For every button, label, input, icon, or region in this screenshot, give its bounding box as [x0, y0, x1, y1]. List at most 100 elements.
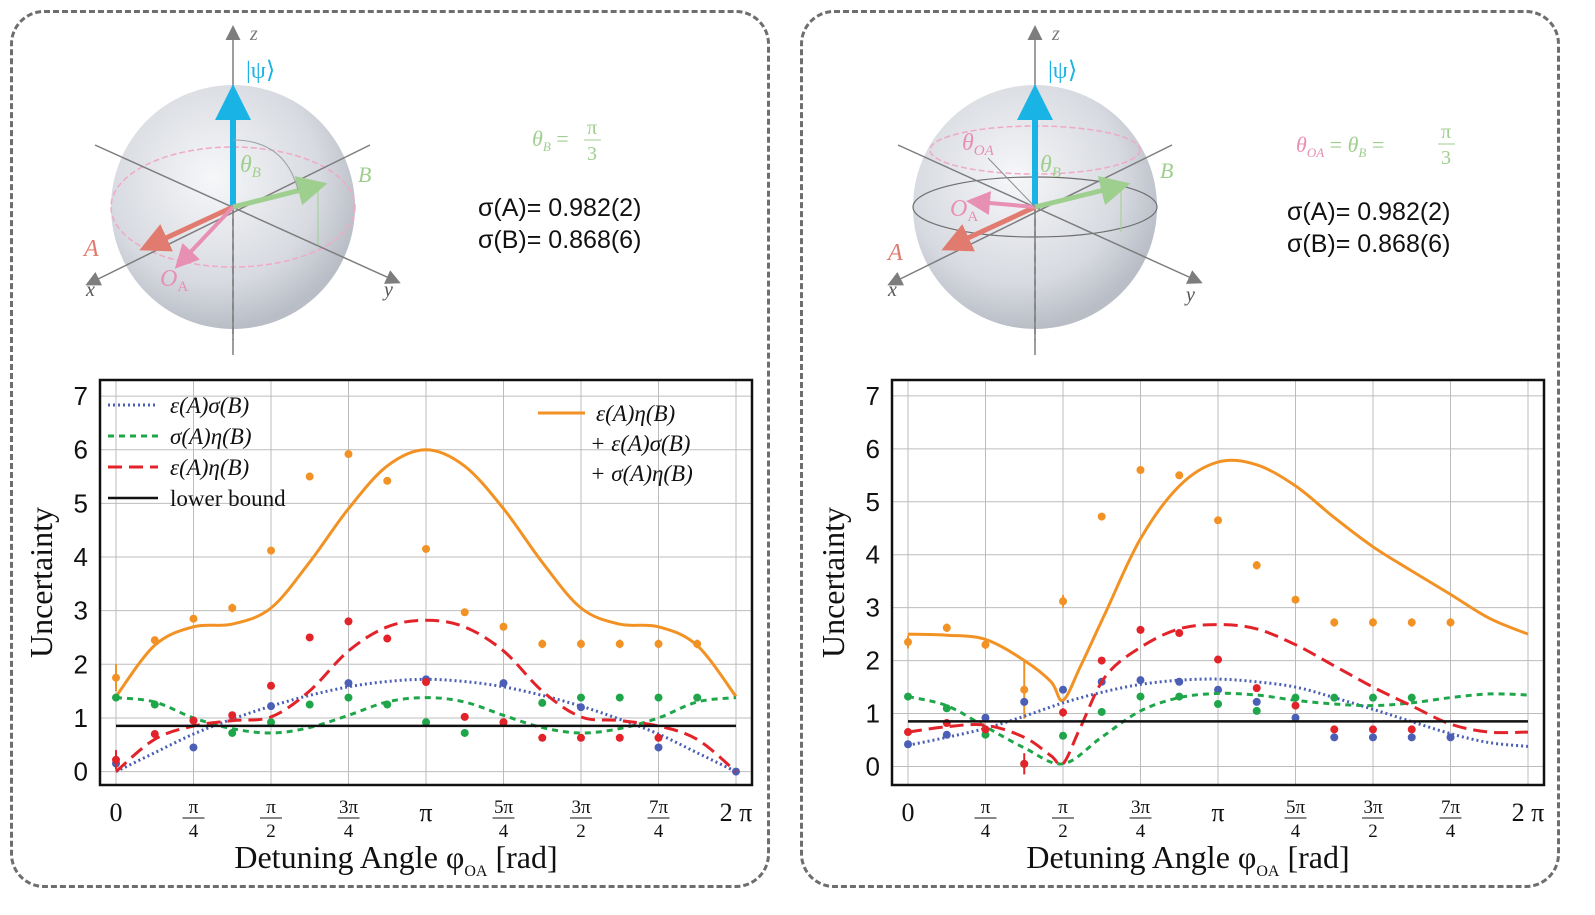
y-tick-label: 5 [74, 488, 88, 518]
theta-b-label: θB [240, 152, 261, 181]
y-axis [94, 144, 401, 284]
data-point-blue [1020, 697, 1029, 706]
data-point-blue [267, 702, 276, 711]
data-point-red [1214, 655, 1223, 664]
y-tick-label: 4 [74, 542, 88, 572]
data-point-blue [189, 743, 198, 752]
legend-label-lower-bound: lower bound [170, 486, 286, 511]
data-point-green [422, 718, 431, 727]
x-axis-label-sub: OA [464, 863, 488, 880]
left-caption-theta-sub: B [543, 139, 551, 154]
right-panel-frame [800, 10, 1560, 888]
b-vector [232, 176, 328, 210]
theta-b-symbol: θ [240, 152, 252, 178]
data-point-green [383, 700, 392, 709]
data-point-blue [981, 713, 990, 722]
data-point-orange [654, 639, 663, 648]
theta-oa-label: θOA [962, 130, 995, 159]
data-point-orange [1175, 471, 1184, 480]
right-sigma-a: σ(A)= 0.982(2) [1287, 198, 1450, 226]
data-point-orange [460, 608, 469, 617]
theta-b-arc [232, 139, 299, 191]
data-point-green [1368, 693, 1377, 702]
data-point-blue [344, 679, 353, 688]
b-vector [1034, 176, 1131, 210]
x-tick-den: 4 [1136, 821, 1146, 842]
data-point-red [1407, 725, 1416, 734]
data-point-blue [904, 740, 912, 749]
x-tick-num: 3π [339, 797, 359, 818]
data-point-orange [383, 476, 392, 485]
y-tick-label: 4 [866, 540, 880, 570]
data-point-blue [1059, 685, 1068, 694]
x-axis-label-main: Detuning Angle φ [234, 839, 464, 875]
x-tick-den: 2 [1368, 821, 1378, 842]
x-axis-label-sub: OA [1256, 863, 1280, 880]
legend-label-blue: ε(A)σ(B) [170, 393, 249, 418]
x-tick-den: 4 [654, 821, 664, 842]
legend-label-green: σ(A)η(B) [170, 424, 252, 449]
data-point-red [1175, 629, 1184, 638]
data-point-blue [1252, 697, 1261, 706]
oa-sub: A [177, 279, 188, 295]
x-tick-num: 7π [1441, 797, 1461, 818]
data-point-orange [267, 546, 276, 555]
data-point-orange [942, 623, 951, 632]
data-point-green [228, 728, 237, 737]
left-chart-legend: ε(A)σ(B) σ(A)η(B) ε(A)η(B) lower bound ε… [108, 393, 693, 511]
y-axis-label: Uncertainty [23, 507, 59, 658]
data-point-orange [422, 544, 431, 553]
legend-sum-line-1: ε(A)η(B) [596, 401, 675, 426]
legend-sum-line-2: + ε(A)σ(B) [590, 431, 690, 456]
data-point-green [1407, 693, 1416, 702]
data-point-orange [693, 639, 702, 648]
x-axis-label: Detuning Angle φOA [rad] [1026, 839, 1349, 880]
data-point-green [150, 700, 159, 709]
left-caption-eq: = [551, 126, 569, 151]
theta-b-sub: B [252, 165, 261, 181]
left-panel-frame [10, 10, 770, 888]
data-point-red [460, 712, 469, 721]
data-point-red [538, 733, 547, 742]
plot-frame [890, 378, 1546, 787]
data-point-green [1214, 700, 1223, 708]
right-caption-theta-b-sub: B [1358, 145, 1366, 160]
data-point-red [1136, 625, 1145, 634]
data-point-orange [615, 639, 624, 648]
data-point-blue [1368, 733, 1377, 742]
data-point-red [1020, 759, 1029, 768]
b-vector-label: B [1160, 158, 1173, 183]
data-point-orange [344, 450, 353, 459]
data-point-red [112, 755, 120, 764]
x-tick-den: 4 [1446, 821, 1456, 842]
x-tick-label: 0 [902, 798, 915, 827]
data-point-green [904, 692, 912, 701]
data-point-blue [499, 679, 508, 688]
a-vector [139, 204, 235, 252]
data-point-orange [305, 472, 314, 481]
data-point-orange [189, 614, 198, 623]
y-tick-label: 7 [866, 381, 880, 411]
data-point-red [150, 730, 159, 739]
y-axis-label: y [382, 279, 393, 301]
y-tick-label: 1 [74, 703, 88, 733]
oa-sub: A [967, 209, 978, 225]
x-axis [85, 144, 371, 286]
x-axis [887, 144, 1173, 286]
data-point-red [981, 725, 990, 734]
x-tick-label: π [1211, 798, 1224, 827]
y-axis-label: Uncertainty [815, 507, 851, 658]
theta-b-label: θB [1040, 152, 1061, 181]
data-point-red [228, 711, 237, 720]
z-axis-label: z [1051, 23, 1060, 45]
oa-vector [174, 205, 235, 269]
left-uncertainty-chart: 0 1 2 3 4 5 6 7 0 π 4 π 2 3π 4 π 5π 4 3π 2 7π 4 2 π Uncertainty… [23, 378, 754, 880]
data-point-orange [904, 638, 912, 647]
left-caption-num: π [587, 117, 597, 139]
data-point-green [693, 693, 702, 702]
data-point-orange [1020, 685, 1029, 694]
x-tick-num: 7π [649, 797, 669, 818]
data-point-blue [1175, 677, 1184, 686]
x-tick-num: π [189, 797, 199, 818]
